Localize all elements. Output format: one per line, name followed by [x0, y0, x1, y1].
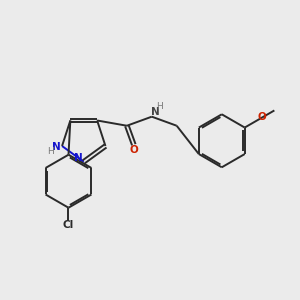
Text: H: H — [157, 102, 163, 111]
Text: N: N — [74, 153, 83, 163]
Text: Cl: Cl — [63, 220, 74, 230]
Text: O: O — [258, 112, 267, 122]
Text: N: N — [151, 106, 160, 116]
Text: H: H — [47, 147, 54, 156]
Text: O: O — [129, 145, 138, 155]
Text: N: N — [52, 142, 61, 152]
